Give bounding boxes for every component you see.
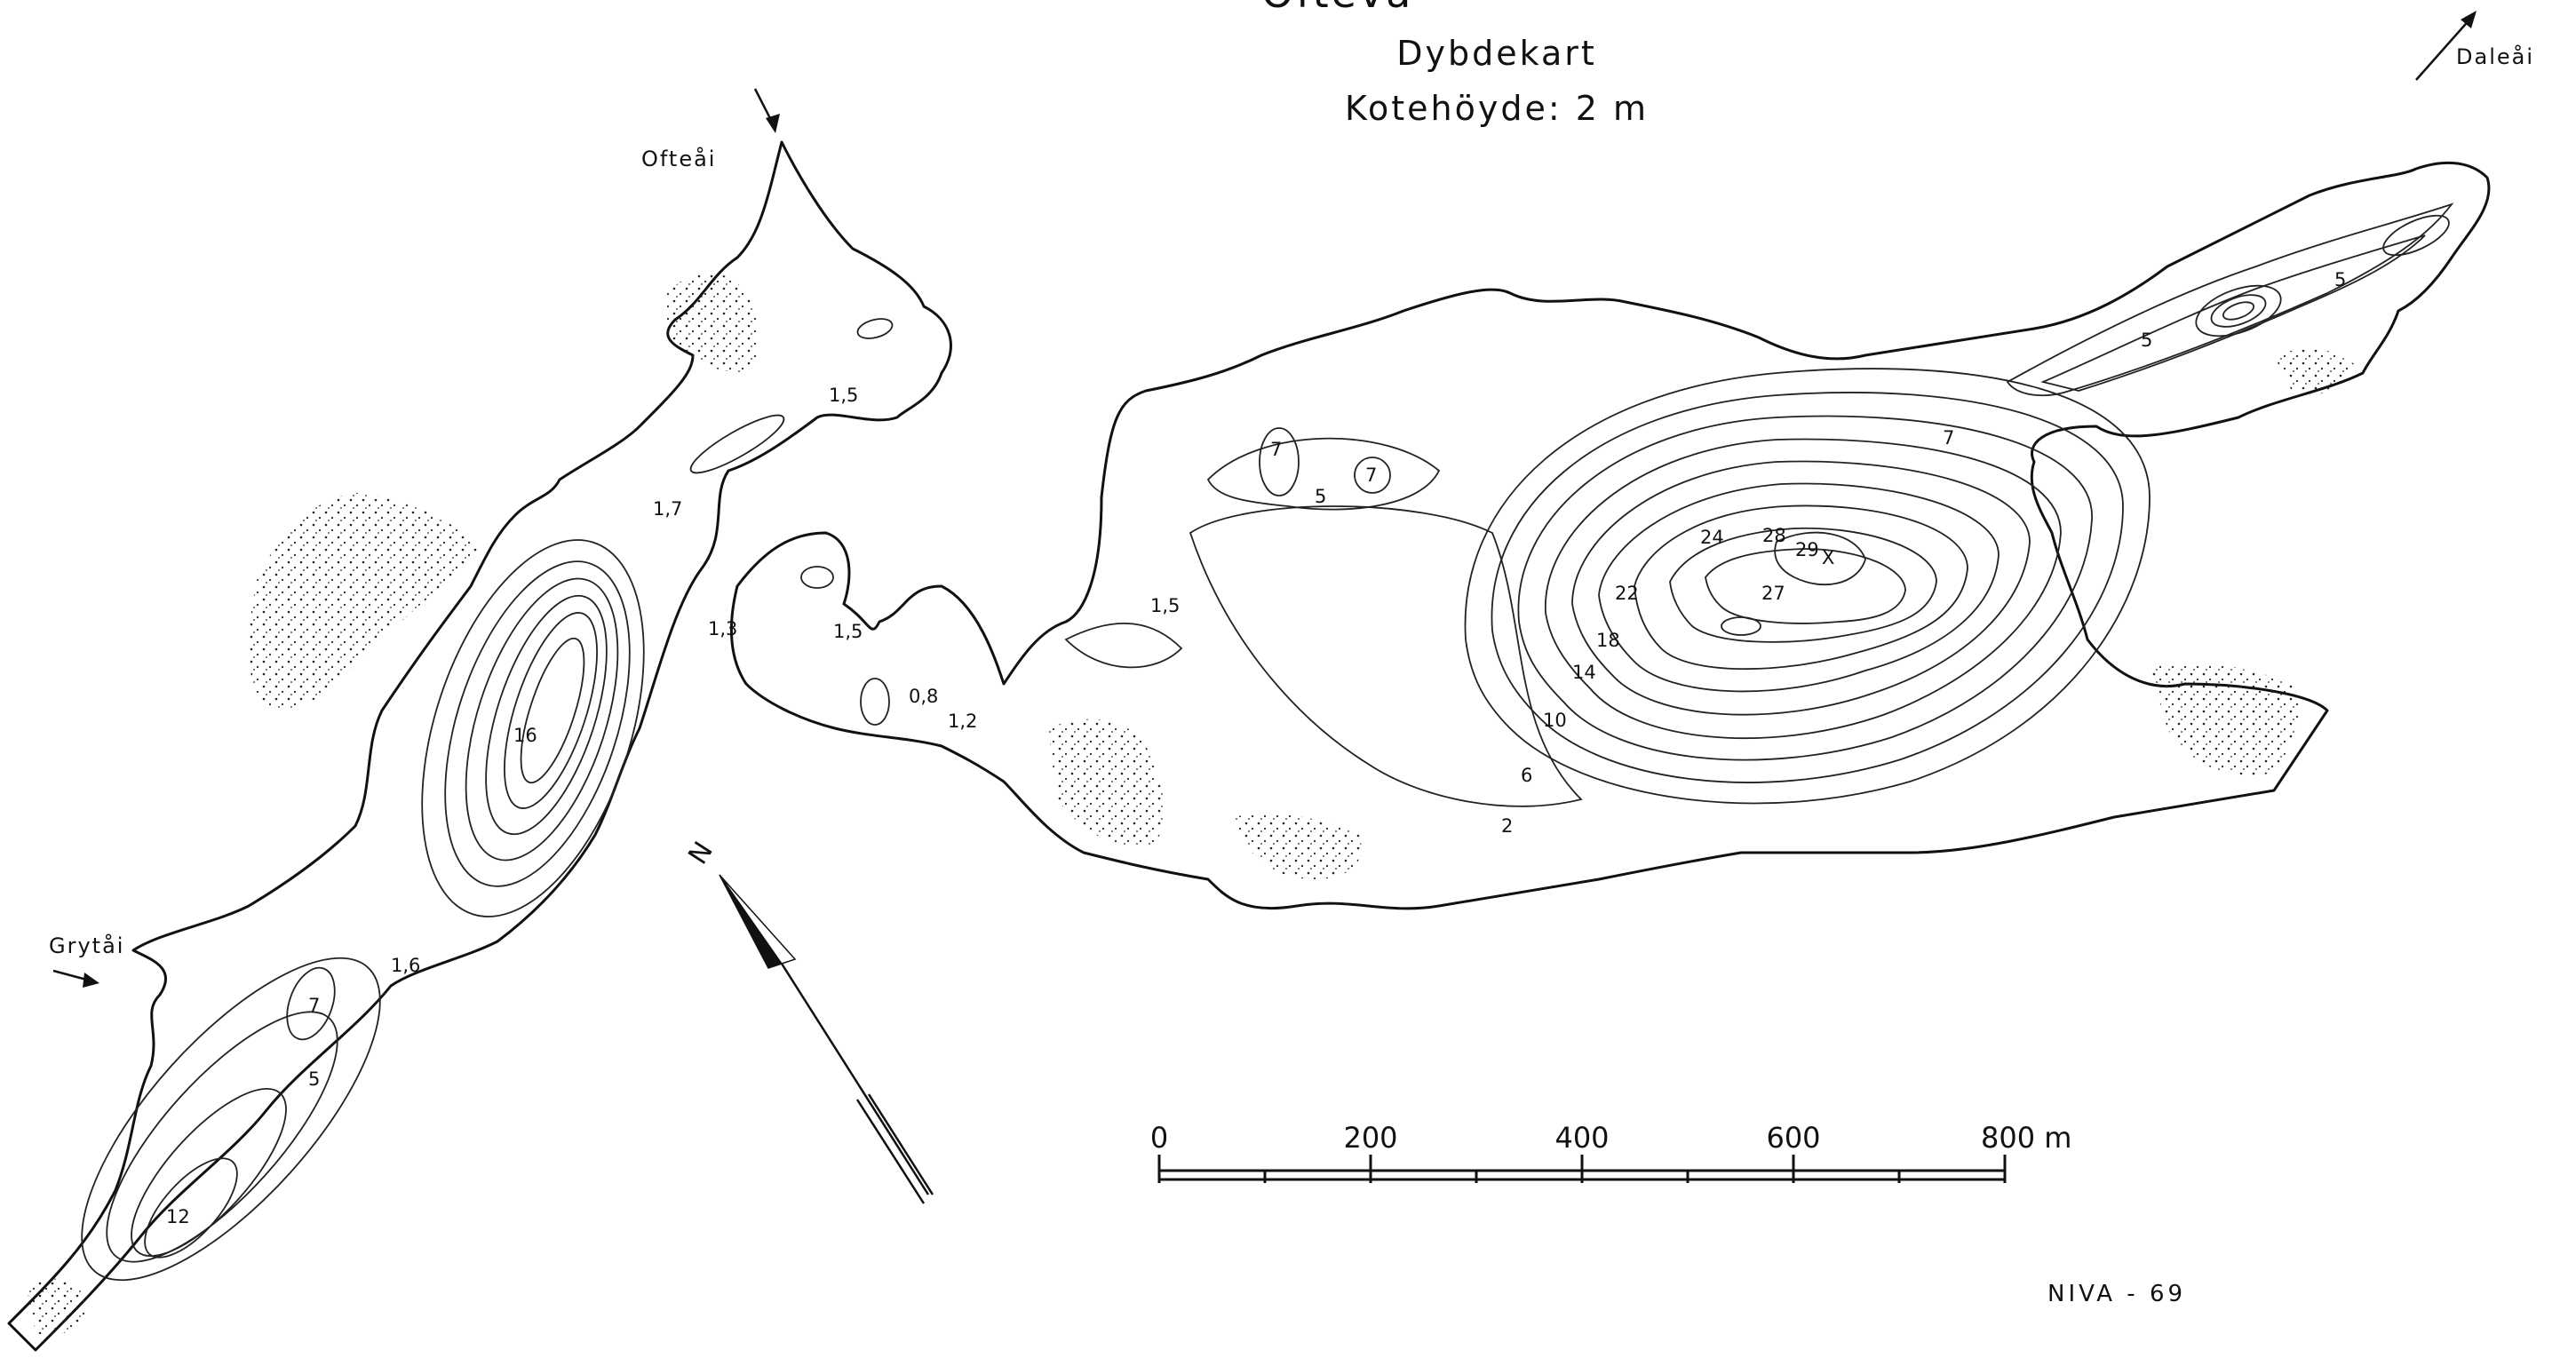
river-daleai: Daleåi: [2415, 11, 2534, 81]
shallow-area: [1235, 814, 1362, 879]
depth-label: 14: [1572, 662, 1596, 683]
depth-label: 2: [1501, 815, 1513, 837]
contour-lines-main-basin: [1064, 368, 2151, 807]
shallow-area: [249, 493, 480, 711]
scale-bar: 0 200 400 600 800 m: [1150, 1121, 2071, 1183]
shallow-area: [1048, 719, 1165, 846]
depth-label: 22: [1615, 583, 1639, 604]
depth-label: 7: [1365, 465, 1377, 486]
depth-label: 1,3: [708, 618, 737, 639]
depth-label: 1,5: [1150, 595, 1180, 616]
credit-label: NIVA - 69: [2047, 1281, 2186, 1307]
depth-label: 0,8: [909, 686, 938, 707]
depth-label: 5: [2141, 330, 2152, 351]
shallow-area: [2274, 349, 2354, 394]
depth-label: 1,2: [948, 711, 977, 732]
scale-label: 800 m: [1981, 1121, 2071, 1155]
map-subtitle: Dybdekart: [1396, 34, 1597, 73]
depth-label: 10: [1543, 710, 1567, 731]
scale-label: 0: [1150, 1121, 1168, 1155]
depth-label: 29: [1795, 539, 1819, 560]
depth-label: 5: [2334, 269, 2346, 290]
lake-shoreline-central: [730, 161, 2491, 910]
lake-shoreline: [7, 140, 952, 1352]
contour-lines-southwest-basin: [81, 957, 381, 1282]
river-grytai: Grytåi: [49, 933, 124, 988]
map-title: Ofteva: [1261, 0, 1413, 17]
depth-label: 28: [1762, 525, 1786, 546]
depth-label: 24: [1700, 527, 1724, 548]
depth-label: 1,5: [829, 385, 858, 406]
contour-lines-northeast-arm: [2006, 203, 2454, 397]
depth-label: 6: [1521, 765, 1532, 786]
shallow-area: [27, 1278, 89, 1336]
depth-label: 1,7: [653, 498, 682, 520]
shallow-area: [2150, 663, 2300, 775]
scale-label: 600: [1766, 1121, 1820, 1155]
depth-label: 27: [1761, 583, 1785, 604]
depth-label: 1,5: [833, 621, 863, 642]
river-label: Grytåi: [49, 933, 124, 958]
depth-label: 1,6: [391, 955, 420, 976]
depth-label: 16: [513, 725, 537, 746]
depth-label: 18: [1596, 630, 1620, 651]
depth-label: 5: [308, 1068, 320, 1090]
contour-interval: Kotehöyde: 2 m: [1345, 89, 1649, 128]
north-arrow: N: [682, 837, 934, 1204]
depth-label: 7: [308, 995, 320, 1016]
depth-label: X: [1822, 547, 1834, 568]
scale-label: 400: [1554, 1121, 1609, 1155]
depth-label: 7: [1943, 427, 1954, 449]
depth-label: 7: [1270, 439, 1282, 460]
river-ofteai: Ofteåi: [641, 88, 780, 171]
scale-label: 200: [1343, 1121, 1397, 1155]
contour-lines-north-inlet: [689, 318, 894, 726]
river-label: Daleåi: [2456, 44, 2534, 69]
depth-label: 12: [166, 1206, 190, 1227]
depth-labels: 1,5 1,7 1,3 16 1,5 0,8 1,2 1,6 7 5 12 1,…: [166, 269, 2346, 1227]
river-label: Ofteåi: [641, 146, 716, 171]
contour-lines-west-basin: [421, 539, 645, 917]
north-arrow-label: N: [682, 837, 720, 870]
shallow-area: [666, 273, 759, 373]
depth-label: 5: [1315, 486, 1326, 507]
